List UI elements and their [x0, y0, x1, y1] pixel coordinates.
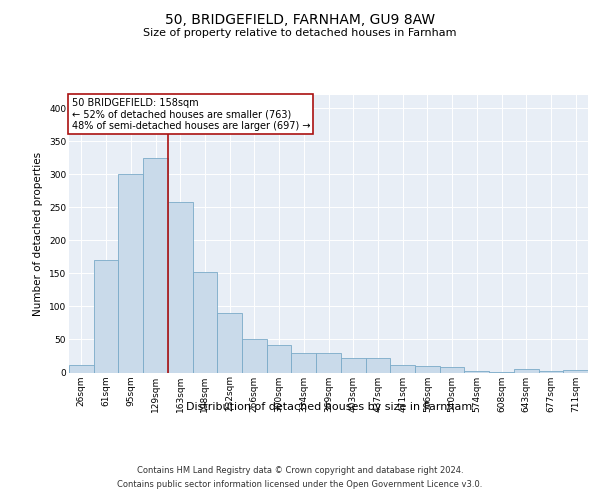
Bar — [365, 358, 390, 372]
Bar — [440, 367, 464, 372]
Y-axis label: Number of detached properties: Number of detached properties — [34, 152, 43, 316]
Text: Contains public sector information licensed under the Open Government Licence v3: Contains public sector information licen… — [118, 480, 482, 489]
Bar — [563, 370, 588, 372]
Text: 50 BRIDGEFIELD: 158sqm
← 52% of detached houses are smaller (763)
48% of semi-de: 50 BRIDGEFIELD: 158sqm ← 52% of detached… — [71, 98, 310, 131]
Bar — [341, 358, 365, 372]
Bar — [143, 158, 168, 372]
Bar — [217, 313, 242, 372]
Bar — [390, 365, 415, 372]
Bar — [415, 366, 440, 372]
Bar — [193, 272, 217, 372]
Text: Size of property relative to detached houses in Farnham: Size of property relative to detached ho… — [143, 28, 457, 38]
Text: Contains HM Land Registry data © Crown copyright and database right 2024.: Contains HM Land Registry data © Crown c… — [137, 466, 463, 475]
Bar — [514, 369, 539, 372]
Bar — [242, 340, 267, 372]
Bar — [316, 352, 341, 372]
Text: Distribution of detached houses by size in Farnham: Distribution of detached houses by size … — [185, 402, 472, 412]
Bar — [118, 174, 143, 372]
Text: 50, BRIDGEFIELD, FARNHAM, GU9 8AW: 50, BRIDGEFIELD, FARNHAM, GU9 8AW — [165, 12, 435, 26]
Bar — [464, 371, 489, 372]
Bar — [539, 371, 563, 372]
Bar — [267, 345, 292, 372]
Bar — [292, 352, 316, 372]
Bar — [94, 260, 118, 372]
Bar — [69, 364, 94, 372]
Bar — [168, 202, 193, 372]
